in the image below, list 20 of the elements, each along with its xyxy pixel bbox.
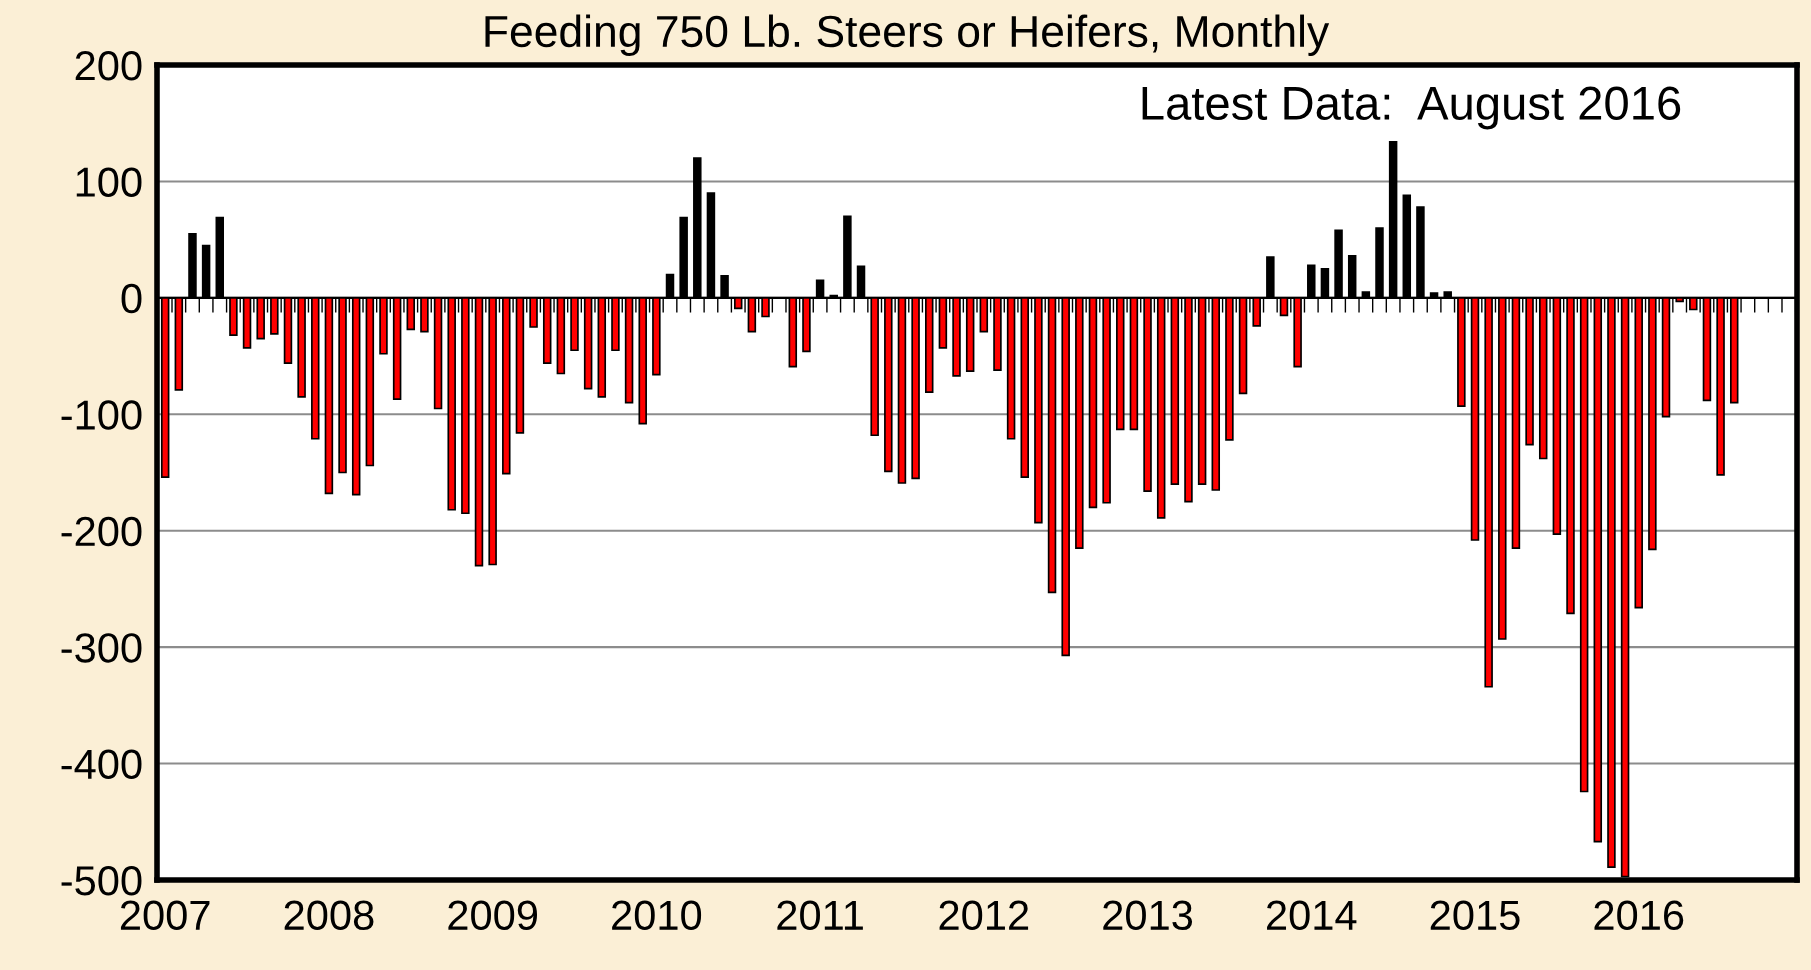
x-tick-label: 2013 [1103, 900, 1193, 931]
x-tick-label: 2016 [1594, 900, 1684, 931]
y-tick-label: -400 [61, 749, 142, 780]
x-tick-label: 2011 [777, 900, 863, 931]
x-tick-label: 2009 [448, 900, 538, 931]
x-tick-label: 2010 [612, 900, 702, 931]
x-tick-label: 2015 [1430, 900, 1520, 931]
x-tick-label: 2008 [284, 900, 374, 931]
annotation: Latest Data: August 2016 [1142, 86, 1681, 130]
chart-title: Feeding 750 Lb. Steers or Heifers, Monthly [485, 14, 1330, 56]
y-tick-label: -200 [61, 516, 142, 547]
y-tick-label: -300 [61, 633, 142, 663]
y-tick-label: 0 [121, 283, 142, 314]
x-tick-label: 2012 [939, 900, 1029, 931]
y-tick-label: 200 [75, 51, 142, 81]
y-tick-label: -100 [61, 400, 142, 430]
y-tick-label: 100 [76, 167, 142, 197]
x-tick-label: 2014 [1267, 900, 1357, 931]
y-tick-label: -500 [61, 866, 142, 896]
x-tick-label: 2007 [120, 900, 210, 931]
